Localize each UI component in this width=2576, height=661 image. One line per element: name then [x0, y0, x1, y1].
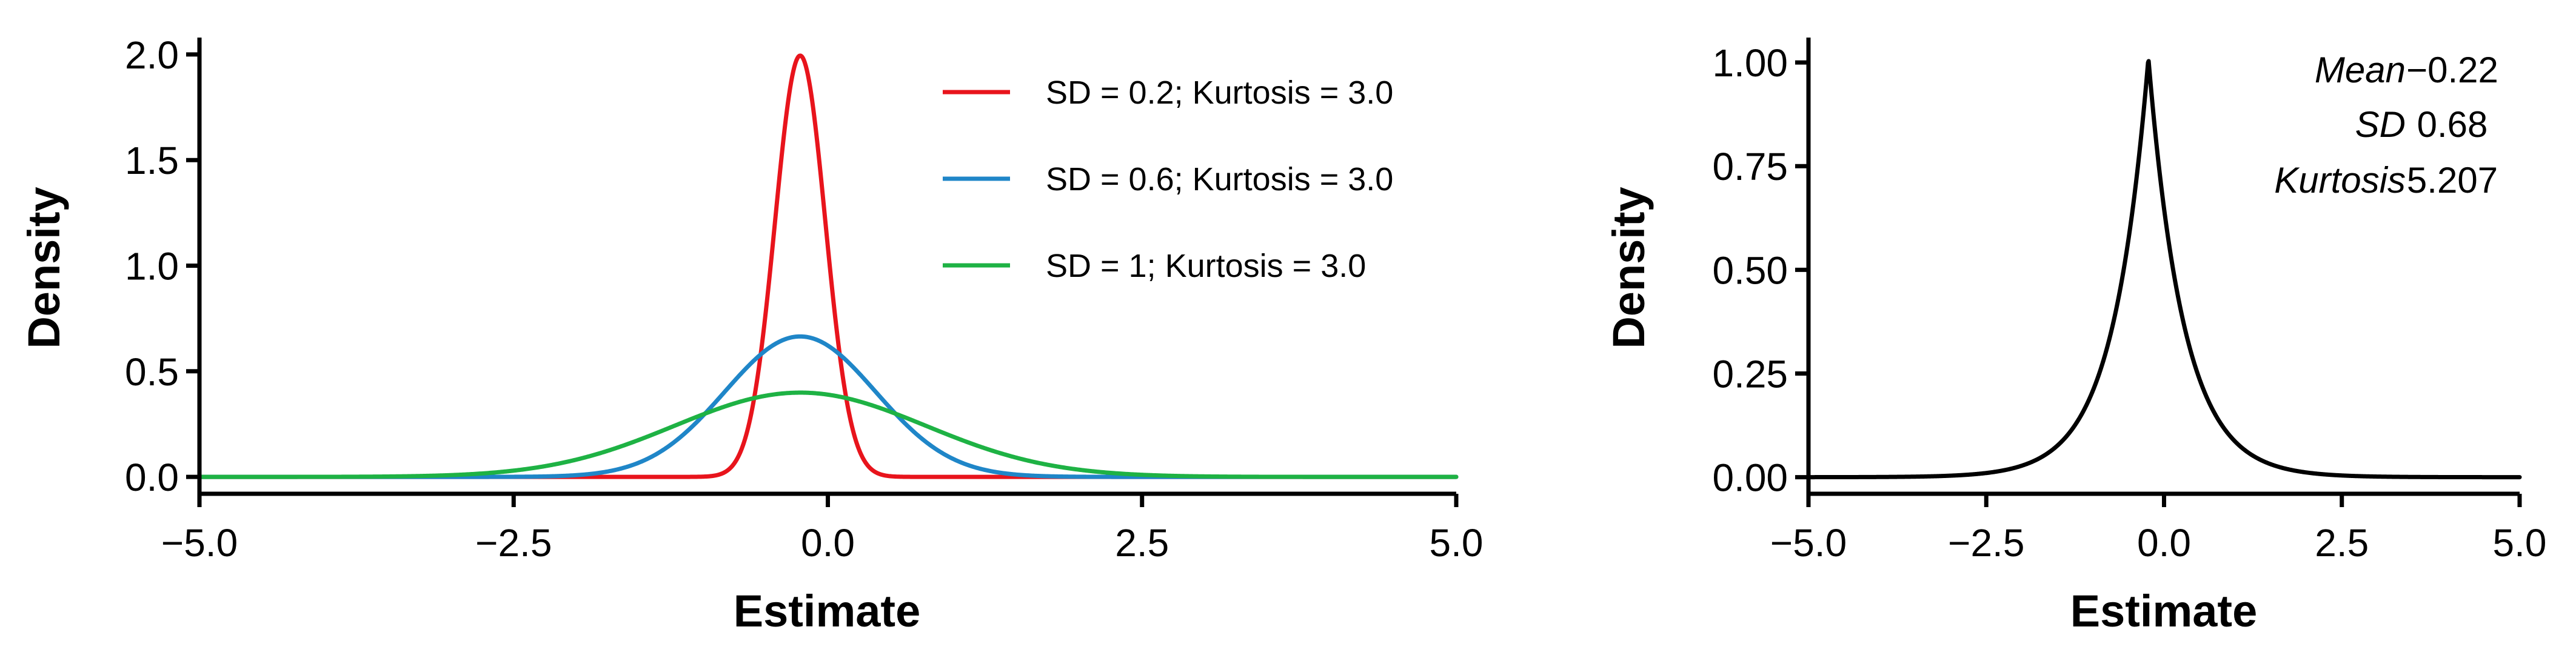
stat-kurtosis-label: Kurtosis — [2274, 160, 2406, 201]
left-y-axis-title: Density — [19, 187, 69, 348]
left-y-tick-label: 0.0 — [125, 456, 179, 499]
right-y-tick-label: 0.25 — [1712, 352, 1788, 396]
right-y-tick-label: 1.00 — [1712, 41, 1788, 85]
stat-kurtosis-value: 5.207 — [2407, 160, 2498, 201]
left-series-line-3 — [197, 390, 1459, 479]
left-series-line-2 — [197, 334, 1459, 479]
right-y-tick-label: 0.75 — [1712, 145, 1788, 188]
chart-left: 0.0 0.5 1.0 1.5 2.0 −5.0 −2.5 0.0 2.5 5.0 Estima… — [19, 33, 1483, 636]
right-x-axis-title: Estimate — [2070, 586, 2257, 636]
left-x-tick-label: −5.0 — [161, 521, 238, 565]
right-x-ticks: −5.0 −2.5 0.0 2.5 5.0 — [1770, 494, 2547, 565]
stats-table: Mean −0.22 SD 0.68 Kurtosis 5.207 — [2274, 50, 2498, 201]
left-y-tick-label: 1.5 — [125, 139, 179, 182]
left-x-tick-label: 0.0 — [801, 521, 855, 565]
left-x-tick-label: 2.5 — [1115, 521, 1169, 565]
left-y-tick-label: 1.0 — [125, 245, 179, 288]
left-x-ticks: −5.0 −2.5 0.0 2.5 5.0 — [161, 494, 1484, 565]
left-y-tick-label: 0.5 — [125, 350, 179, 394]
right-x-tick-label: −2.5 — [1948, 521, 2024, 565]
left-y-ticks: 0.0 0.5 1.0 1.5 2.0 — [125, 33, 199, 499]
stat-mean-label: Mean — [2315, 50, 2406, 90]
left-x-tick-label: −2.5 — [475, 521, 552, 565]
legend-label-2: SD = 0.6; Kurtosis = 3.0 — [1046, 161, 1393, 198]
stat-mean-value: −0.22 — [2406, 50, 2498, 90]
right-y-ticks: 0.00 0.25 0.50 0.75 1.00 — [1712, 41, 1808, 500]
stat-sd-label: SD — [2355, 104, 2406, 145]
left-series-group — [197, 53, 1459, 479]
left-x-axis-title: Estimate — [734, 586, 920, 636]
stat-sd-value: 0.68 — [2417, 104, 2488, 145]
left-legend: SD = 0.2; Kurtosis = 3.0 SD = 0.6; Kurtos… — [943, 75, 1393, 284]
legend-label-1: SD = 0.2; Kurtosis = 3.0 — [1046, 75, 1393, 111]
right-y-tick-label: 0.50 — [1712, 248, 1788, 292]
left-x-tick-label: 5.0 — [1430, 521, 1484, 565]
right-x-tick-label: 2.5 — [2315, 521, 2369, 565]
left-y-tick-label: 2.0 — [125, 33, 179, 77]
right-y-tick-label: 0.00 — [1712, 456, 1788, 500]
right-x-tick-label: 0.0 — [2137, 521, 2191, 565]
right-x-tick-label: 5.0 — [2493, 521, 2547, 565]
chart-right: 0.00 0.25 0.50 0.75 1.00 −5.0 −2.5 0.0 2.5 5.0 E… — [1604, 38, 2546, 636]
right-y-axis-title: Density — [1604, 187, 1654, 348]
right-series-line-1 — [1806, 59, 2522, 480]
legend-label-3: SD = 1; Kurtosis = 3.0 — [1046, 248, 1366, 284]
right-x-tick-label: −5.0 — [1770, 521, 1847, 565]
right-series-group — [1806, 59, 2522, 480]
